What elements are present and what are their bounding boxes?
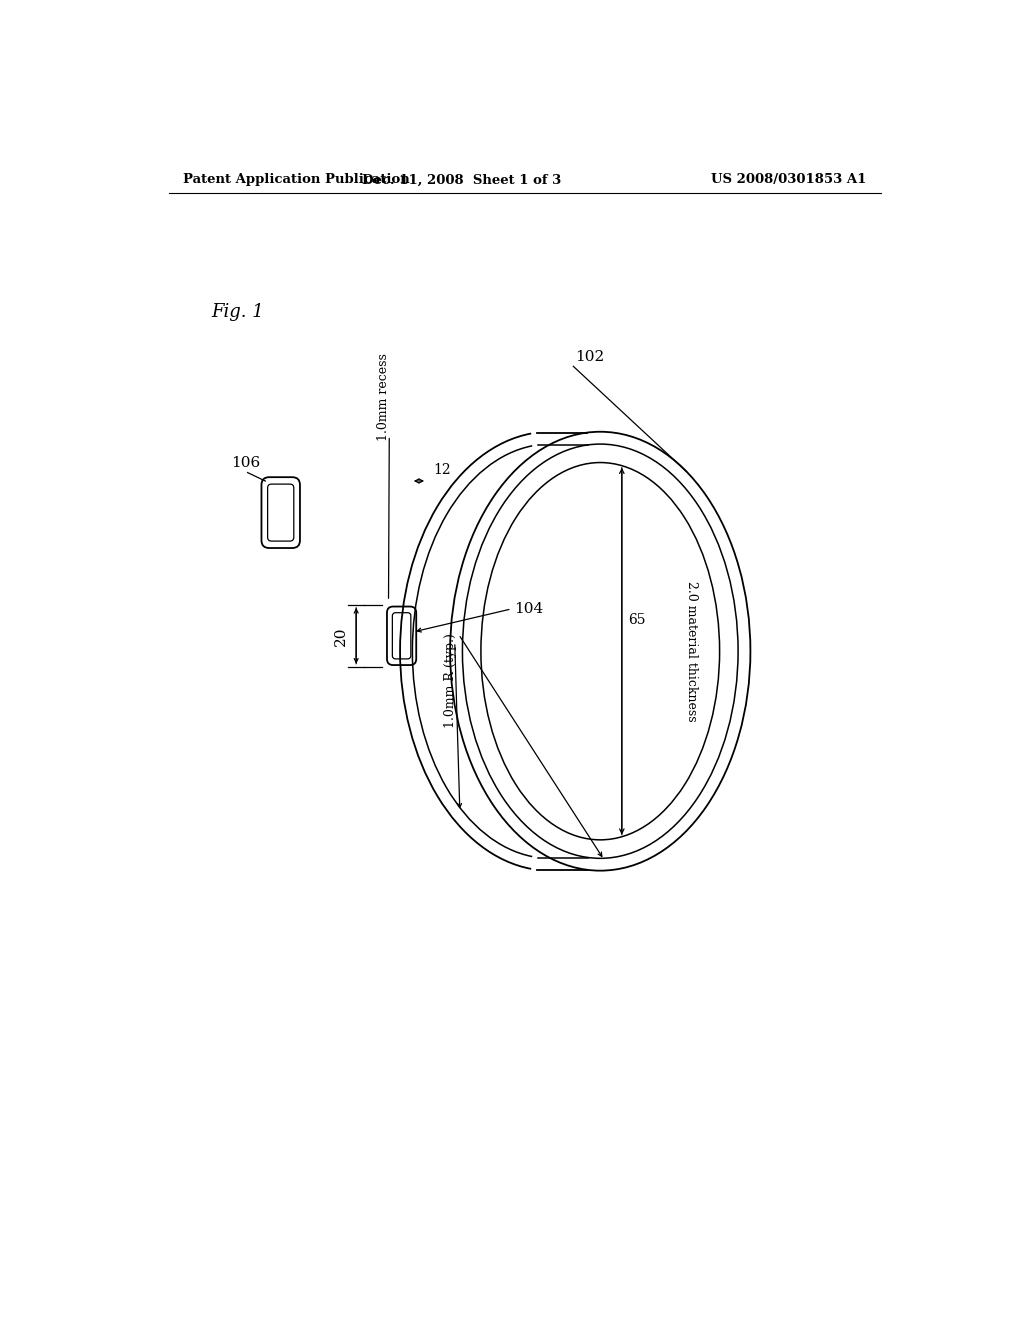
Text: Fig. 1: Fig. 1 [211, 304, 264, 321]
Text: 65: 65 [628, 614, 645, 627]
Text: 104: 104 [514, 602, 544, 616]
Text: 1.0mm R (typ.): 1.0mm R (typ.) [444, 634, 458, 727]
Text: 2.0 material thickness: 2.0 material thickness [685, 581, 697, 722]
Text: US 2008/0301853 A1: US 2008/0301853 A1 [712, 173, 866, 186]
Text: 12: 12 [433, 463, 451, 477]
Text: 1.0mm recess: 1.0mm recess [377, 354, 389, 441]
Text: Dec. 11, 2008  Sheet 1 of 3: Dec. 11, 2008 Sheet 1 of 3 [362, 173, 561, 186]
Text: 106: 106 [230, 457, 260, 470]
Text: Patent Application Publication: Patent Application Publication [183, 173, 410, 186]
Text: 20: 20 [334, 626, 348, 645]
Text: 102: 102 [575, 350, 605, 364]
